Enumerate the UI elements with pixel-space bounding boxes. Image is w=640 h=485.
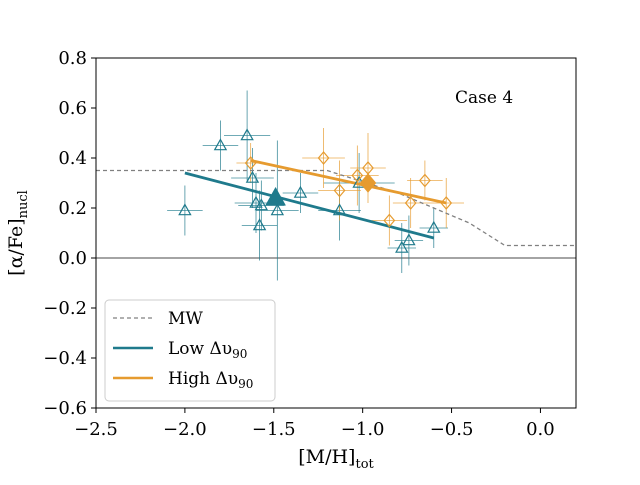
legend-label-high-sub: 90 <box>238 377 253 391</box>
low-mean-marker <box>265 186 286 206</box>
x-tick-label-5: 0.0 <box>526 419 555 440</box>
high-point-7 <box>419 173 431 188</box>
low-point-2 <box>240 128 254 141</box>
low-point-5 <box>252 218 267 231</box>
low-point-12 <box>402 233 416 246</box>
legend: MW Low Δυ90 High Δυ90 <box>104 299 276 402</box>
high-point-3 <box>351 168 364 183</box>
error-bars <box>167 90 464 281</box>
legend-label-mw-text: MW <box>168 309 203 329</box>
high-fit-line <box>250 159 447 205</box>
data-points <box>178 128 453 253</box>
mw-track-line <box>96 169 576 247</box>
high-point-5 <box>383 213 396 228</box>
legend-label-mw: MW <box>168 309 203 329</box>
y-tick-label-7: 0.8 <box>58 48 87 69</box>
x-tick-label-4: −0.5 <box>430 419 474 440</box>
low-point-9 <box>332 203 347 216</box>
low-point-13 <box>427 220 441 233</box>
axis-ticks: −2.5 −2.0 −1.5 −1.0 −0.5 0.0 −0.6 −0.4 −0.2 0.0 0.… <box>43 48 554 440</box>
case-annotation: Case 4 <box>455 88 513 108</box>
low-point-3 <box>245 170 260 183</box>
y-tick-label-3: 0.0 <box>58 248 87 269</box>
low-point-6 <box>254 198 269 211</box>
legend-label-low-sub: 90 <box>232 347 247 361</box>
x-tick-label-1: −2.0 <box>163 419 207 440</box>
x-axis-label: [M/H]tot <box>298 446 374 472</box>
low-point-7 <box>270 203 285 216</box>
y-tick-label-5: 0.4 <box>58 148 87 169</box>
low-point-4 <box>249 195 263 208</box>
y-axis-label-sub: nucl <box>16 190 31 218</box>
y-tick-label-2: −0.2 <box>43 298 87 319</box>
low-fit-line <box>184 171 435 240</box>
high-point-6 <box>404 196 417 210</box>
plot-frame-rect <box>95 57 577 409</box>
y-axis-label-main: [α/Fe] <box>5 218 27 275</box>
y-axis-label: [α/Fe]nucl <box>5 190 31 276</box>
low-point-8 <box>293 185 308 198</box>
legend-label-high: High Δυ90 <box>168 369 253 391</box>
y-tick-label-4: 0.2 <box>58 198 87 219</box>
legend-label-low-text: Low Δυ <box>168 339 232 359</box>
x-axis-label-main: [M/H] <box>298 446 355 468</box>
trend-lines <box>96 159 576 247</box>
legend-label-high-text: High Δυ <box>168 369 238 389</box>
x-tick-label-2: −1.5 <box>252 419 296 440</box>
low-point-11 <box>395 240 409 253</box>
low-point-1 <box>213 138 228 151</box>
x-tick-label-0: −2.5 <box>74 419 118 440</box>
y-tick-label-1: −0.4 <box>43 348 87 369</box>
legend-box <box>104 299 276 402</box>
high-point-1 <box>317 151 330 165</box>
low-point-0 <box>178 203 192 216</box>
high-point-2 <box>333 183 346 198</box>
high-point-0 <box>244 156 257 170</box>
x-axis-label-sub: tot <box>355 457 374 472</box>
x-tick-label-3: −1.0 <box>341 419 385 440</box>
plot-frame <box>95 57 577 409</box>
high-point-8 <box>440 196 453 210</box>
legend-label-low: Low Δυ90 <box>168 339 247 361</box>
y-tick-label-6: 0.6 <box>58 98 87 119</box>
high-mean-marker <box>359 173 377 193</box>
y-tick-label-0: −0.6 <box>43 398 87 419</box>
